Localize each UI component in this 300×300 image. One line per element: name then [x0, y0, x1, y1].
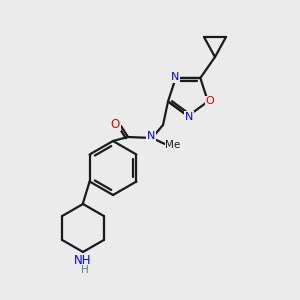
Text: NH: NH — [74, 254, 92, 268]
Text: O: O — [206, 97, 214, 106]
Text: N: N — [147, 131, 155, 141]
Text: N: N — [185, 112, 193, 122]
Text: H: H — [81, 265, 89, 275]
Text: N: N — [170, 72, 179, 82]
Text: Me: Me — [165, 140, 181, 150]
Text: O: O — [110, 118, 120, 130]
